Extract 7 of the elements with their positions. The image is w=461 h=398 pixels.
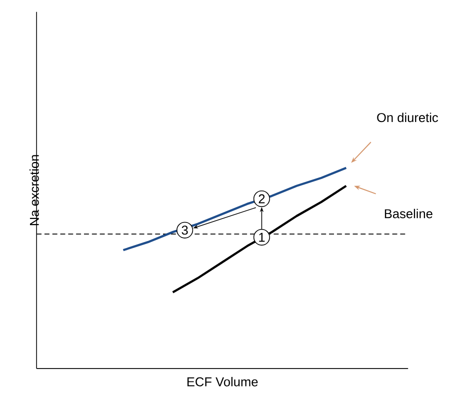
- text: On diuretic: [377, 112, 438, 122]
- annotation: 2: [258, 194, 265, 204]
- annotation: 3: [182, 226, 188, 235]
- annotation: 1: [259, 232, 265, 242]
- y-axis-title: Na excretion: [29, 155, 39, 225]
- text: Baseline: [384, 208, 432, 218]
- x-axis-title: ECF Volume: [187, 376, 258, 386]
